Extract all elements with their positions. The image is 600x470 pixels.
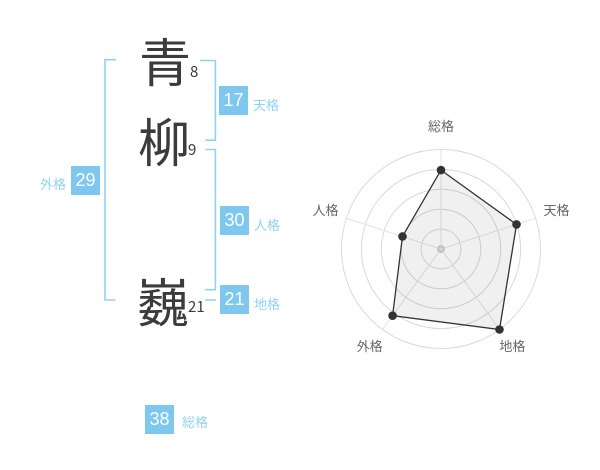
svg-text:総格: 総格 [428, 116, 454, 135]
svg-text:天格: 天格 [544, 200, 570, 219]
svg-text:外格: 外格 [357, 336, 383, 355]
svg-text:地格: 地格 [499, 336, 525, 355]
svg-text:人格: 人格 [312, 200, 338, 219]
